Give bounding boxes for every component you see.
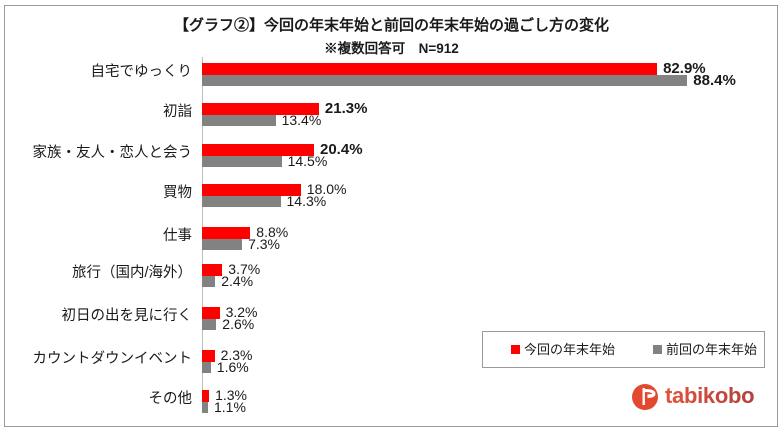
svg-text:tabikobo: tabikobo	[665, 383, 754, 408]
